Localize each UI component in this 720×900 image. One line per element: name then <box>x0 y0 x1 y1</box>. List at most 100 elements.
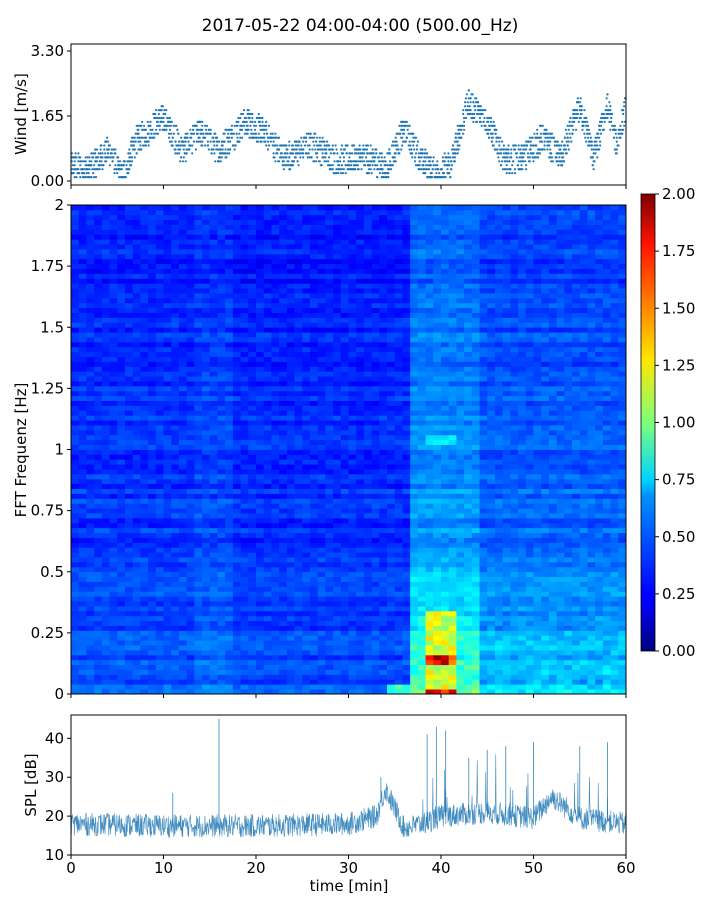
wind-point <box>557 152 560 155</box>
wind-point <box>94 168 98 171</box>
fft-cell <box>209 596 218 602</box>
wind-point <box>325 160 328 163</box>
wind-point <box>605 97 608 100</box>
wind-point <box>425 156 428 159</box>
fft-cell <box>271 229 280 235</box>
fft-cell <box>171 596 180 602</box>
fft-cell <box>248 601 257 607</box>
wind-point <box>331 168 334 171</box>
fft-cell <box>124 205 134 211</box>
fft-cell <box>109 327 118 333</box>
fft-cell <box>271 635 280 641</box>
fft-cell <box>178 630 188 636</box>
fft-cell <box>271 537 280 543</box>
fft-cell <box>256 244 265 250</box>
fft-cell <box>186 679 195 685</box>
fft-cell <box>279 684 288 690</box>
fft-cell <box>71 307 80 313</box>
fft-cell <box>163 503 172 509</box>
wind-point <box>482 109 485 112</box>
wind-point <box>307 152 310 155</box>
wind-point <box>177 132 180 135</box>
wind-point <box>235 120 238 123</box>
wind-point <box>402 140 405 143</box>
wind-point <box>350 164 353 167</box>
wind-point <box>322 156 325 159</box>
fft-cell <box>71 376 80 382</box>
fft-cell <box>279 679 288 685</box>
fft-cell <box>225 684 234 690</box>
fft-cell <box>240 630 249 636</box>
fft-cell <box>163 576 172 582</box>
fft-cell <box>78 664 87 670</box>
fft-cell <box>186 488 195 494</box>
fft-cell <box>194 361 203 367</box>
fft-cell <box>71 654 80 661</box>
fft-cell <box>86 635 95 641</box>
fft-cell <box>194 552 203 558</box>
fft-cell <box>256 679 265 685</box>
fft-cell <box>209 684 218 690</box>
fft-cell <box>117 376 126 382</box>
fft-cell <box>140 351 149 357</box>
fft-cell <box>271 297 280 304</box>
fft-cell <box>171 503 180 509</box>
fft-cell <box>71 205 80 211</box>
fft-cell <box>132 625 141 631</box>
fft-cell <box>109 620 118 626</box>
fft-cell <box>94 356 103 362</box>
fft-cell <box>209 293 218 299</box>
fft-cell <box>140 395 149 401</box>
fft-cell <box>271 557 280 563</box>
wind-point <box>556 140 559 143</box>
wind-point <box>380 152 383 155</box>
fft-cell <box>232 293 241 299</box>
fft-cell <box>163 337 172 343</box>
fft-cell <box>155 674 164 680</box>
fft-cell <box>171 371 180 377</box>
fft-cell <box>232 547 241 553</box>
fft-cell <box>109 214 118 221</box>
fft-cell <box>117 361 126 367</box>
wind-point <box>174 148 177 151</box>
fft-cell <box>286 513 295 519</box>
wind-point <box>177 148 180 151</box>
fft-cell <box>225 385 234 392</box>
fft-cell <box>232 205 241 211</box>
wind-point <box>605 105 608 108</box>
fft-cell <box>171 645 180 651</box>
fft-cell <box>78 552 87 558</box>
fft-cell <box>263 307 272 313</box>
fft-cell <box>240 420 249 426</box>
fft-cell <box>248 244 257 250</box>
wind-point <box>335 148 338 151</box>
wind-point <box>581 128 584 131</box>
fft-cell <box>71 459 80 465</box>
wind-point <box>162 112 165 116</box>
wind-point <box>326 140 329 143</box>
fft-cell <box>225 273 234 279</box>
fft-cell <box>86 400 95 406</box>
fft-cell <box>109 444 118 450</box>
fft-cell <box>263 376 272 382</box>
fft-cell <box>155 439 164 446</box>
fft-cell <box>256 400 265 406</box>
wind-point <box>377 168 380 171</box>
fft-cell <box>71 664 80 670</box>
fft-cell <box>286 469 295 475</box>
fft-cell <box>163 635 172 641</box>
fft-cell <box>178 547 188 553</box>
fft-cell <box>101 341 110 348</box>
fft-cell <box>148 425 157 431</box>
fft-cell <box>256 327 265 333</box>
fft-cell <box>279 566 288 573</box>
fft-cell <box>279 645 288 651</box>
fft-cell <box>178 219 188 225</box>
wind-point <box>609 109 612 112</box>
fft-cell <box>101 410 110 416</box>
fft-cell <box>78 444 87 450</box>
wind-point <box>492 144 495 147</box>
fft-cell <box>94 312 103 318</box>
fft-cell <box>94 429 103 436</box>
fft-cell <box>163 283 172 289</box>
